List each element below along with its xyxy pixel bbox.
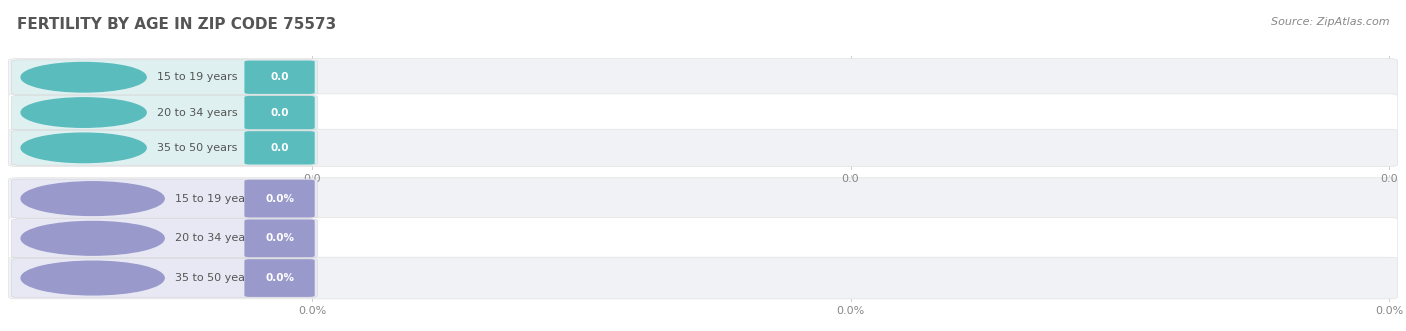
FancyBboxPatch shape <box>11 259 318 298</box>
Text: 35 to 50 years: 35 to 50 years <box>176 273 256 283</box>
FancyBboxPatch shape <box>245 131 315 165</box>
FancyBboxPatch shape <box>8 178 1398 219</box>
Text: 0.0%: 0.0% <box>298 306 326 316</box>
Text: 0.0: 0.0 <box>1381 174 1398 184</box>
Text: 0.0: 0.0 <box>304 174 321 184</box>
Text: 15 to 19 years: 15 to 19 years <box>176 194 256 204</box>
Text: FERTILITY BY AGE IN ZIP CODE 75573: FERTILITY BY AGE IN ZIP CODE 75573 <box>17 17 336 31</box>
Text: 0.0%: 0.0% <box>266 233 294 243</box>
Text: 0.0: 0.0 <box>270 108 288 118</box>
FancyBboxPatch shape <box>245 61 315 94</box>
FancyBboxPatch shape <box>8 217 1398 259</box>
FancyBboxPatch shape <box>11 60 318 95</box>
Text: 20 to 34 years: 20 to 34 years <box>157 108 238 118</box>
Text: 20 to 34 years: 20 to 34 years <box>176 233 256 243</box>
FancyBboxPatch shape <box>8 59 1398 96</box>
FancyBboxPatch shape <box>245 96 315 129</box>
Circle shape <box>21 98 146 127</box>
Text: 0.0%: 0.0% <box>1375 306 1403 316</box>
FancyBboxPatch shape <box>8 257 1398 299</box>
Text: 0.0: 0.0 <box>270 143 288 153</box>
Text: Source: ZipAtlas.com: Source: ZipAtlas.com <box>1271 17 1389 26</box>
FancyBboxPatch shape <box>8 94 1398 131</box>
FancyBboxPatch shape <box>245 259 315 297</box>
Circle shape <box>21 221 165 255</box>
Circle shape <box>21 63 146 92</box>
Text: 0.0%: 0.0% <box>837 306 865 316</box>
Text: 0.0%: 0.0% <box>266 273 294 283</box>
Text: 15 to 19 years: 15 to 19 years <box>157 72 238 82</box>
Circle shape <box>21 182 165 215</box>
FancyBboxPatch shape <box>11 219 318 258</box>
FancyBboxPatch shape <box>11 179 318 218</box>
FancyBboxPatch shape <box>245 219 315 257</box>
Circle shape <box>21 261 165 295</box>
Text: 0.0: 0.0 <box>842 174 859 184</box>
FancyBboxPatch shape <box>11 130 318 165</box>
FancyBboxPatch shape <box>8 129 1398 166</box>
Circle shape <box>21 133 146 163</box>
Text: 0.0%: 0.0% <box>266 194 294 204</box>
Text: 0.0: 0.0 <box>270 72 288 82</box>
FancyBboxPatch shape <box>245 180 315 217</box>
FancyBboxPatch shape <box>11 95 318 130</box>
Text: 35 to 50 years: 35 to 50 years <box>157 143 238 153</box>
